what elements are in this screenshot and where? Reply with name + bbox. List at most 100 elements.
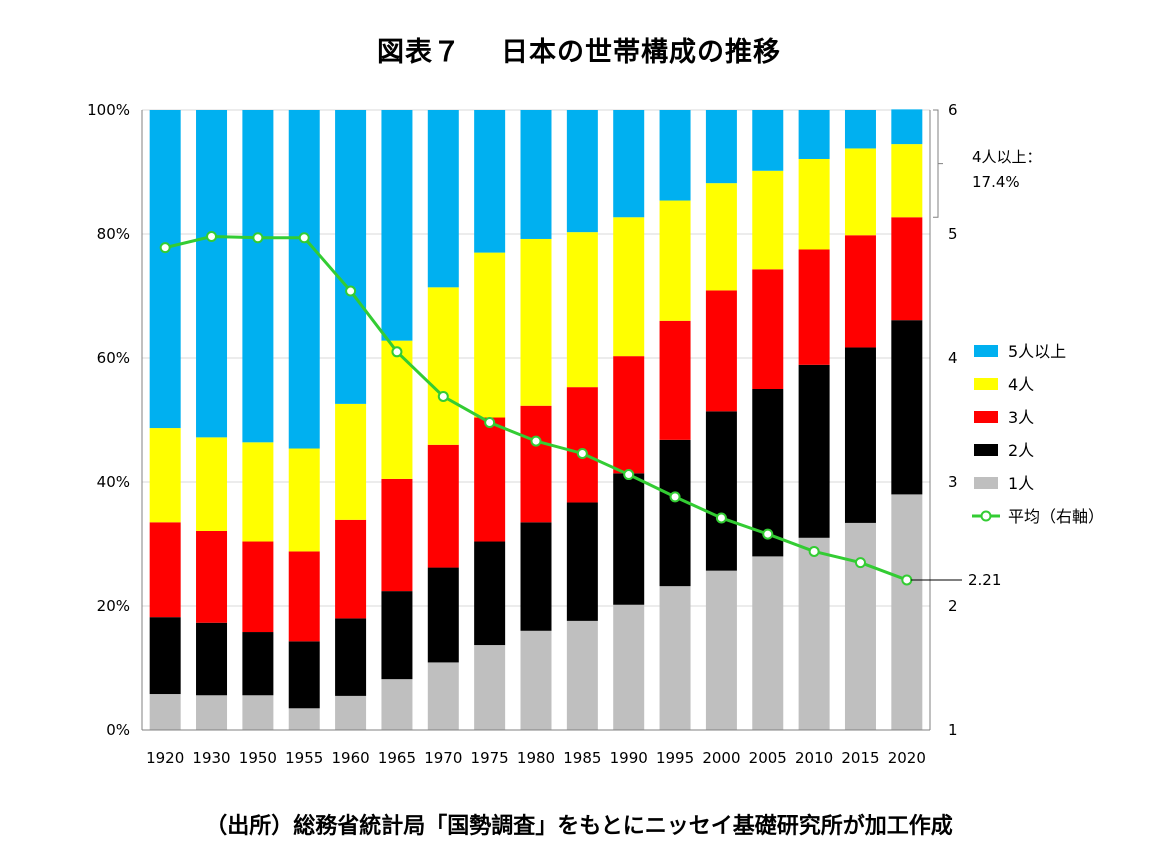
bar-segment — [242, 695, 274, 730]
bar-segment — [752, 389, 784, 557]
axes: 0% 20% 40% 60% 80% 100% 1 2 3 4 5 6 1920 1930 1950 1955… — [87, 101, 957, 767]
bar-segment — [520, 522, 552, 631]
average-line-point — [623, 469, 635, 481]
bar-segment — [288, 641, 320, 709]
bracket-label-line1: 4人以上： — [972, 148, 1042, 166]
x-tick-label: 1955 — [285, 749, 323, 767]
bar-segment — [798, 364, 830, 538]
bar-segment — [566, 387, 598, 503]
legend-label: 平均（右軸） — [1008, 507, 1104, 526]
average-line-point — [762, 528, 774, 540]
bar-segment — [427, 110, 459, 288]
bar-segment — [196, 110, 228, 438]
bar-segment — [335, 403, 367, 520]
share-bracket — [933, 109, 943, 218]
bar-segment — [520, 630, 552, 730]
legend-label: 4人 — [1008, 375, 1034, 394]
average-line-point — [808, 545, 820, 557]
annotations: 2.21 4人以上： 17.4% — [910, 109, 1042, 589]
bar-segment — [474, 417, 506, 542]
legend-label: 5人以上 — [1008, 342, 1066, 361]
legend-swatch — [974, 444, 998, 456]
y-right-tick-label: 1 — [948, 721, 958, 739]
x-tick-label: 1980 — [517, 749, 555, 767]
average-line-point — [437, 390, 449, 402]
x-tick-label: 1985 — [563, 749, 601, 767]
bar-segment — [752, 110, 784, 171]
bar-segment — [381, 679, 413, 730]
bar-segment — [196, 530, 228, 623]
x-tick-label: 1995 — [656, 749, 694, 767]
x-tick-label: 1965 — [378, 749, 416, 767]
legend-swatch — [974, 345, 998, 357]
bar-segment — [474, 110, 506, 253]
bar-segment — [520, 405, 552, 523]
x-tick-label: 2020 — [888, 749, 926, 767]
source-note: （出所）総務省統計局「国勢調査」をもとにニッセイ基礎研究所が加工作成 — [205, 814, 953, 839]
legend-label: 1人 — [1008, 474, 1034, 493]
average-line-point — [391, 346, 403, 358]
bar-segment — [149, 110, 181, 429]
bar-segment — [891, 217, 923, 321]
bar-segment — [149, 694, 181, 730]
bar-segment — [196, 437, 228, 531]
bar-segment — [705, 183, 737, 291]
bar-segment — [705, 110, 737, 184]
legend-swatch — [974, 378, 998, 390]
y-left-tick-label: 80% — [97, 225, 130, 243]
bar-segment — [659, 110, 691, 201]
bar-segment — [613, 217, 645, 357]
bar-segment — [427, 287, 459, 445]
bar-segment — [891, 320, 923, 495]
x-tick-label: 1930 — [192, 749, 230, 767]
bar-segment — [844, 110, 876, 149]
bar-segment — [613, 356, 645, 474]
y-left-tick-label: 60% — [97, 349, 130, 367]
y-left-tick-label: 0% — [106, 721, 130, 739]
bar-segment — [335, 110, 367, 404]
x-tick-label: 2000 — [702, 749, 740, 767]
average-line-point — [252, 232, 264, 244]
average-line-point — [576, 447, 588, 459]
bar-segment — [149, 522, 181, 618]
chart-title-text: 日本の世帯構成の推移 — [501, 37, 781, 68]
bar-segment — [752, 269, 784, 389]
bar-segment — [288, 708, 320, 730]
bar-segment — [242, 442, 274, 542]
bar-segment — [752, 556, 784, 730]
average-line-group — [159, 230, 913, 586]
bars-group — [149, 109, 923, 730]
bar-segment — [242, 110, 274, 443]
bar-segment — [844, 347, 876, 523]
bar-segment — [705, 290, 737, 412]
bar-segment — [242, 541, 274, 633]
average-line-point — [530, 435, 542, 447]
x-tick-label: 2005 — [749, 749, 787, 767]
bar-segment — [752, 170, 784, 270]
bar-segment — [844, 522, 876, 730]
x-tick-label: 1960 — [331, 749, 369, 767]
bar-segment — [659, 320, 691, 440]
legend-swatch — [974, 477, 998, 489]
bar-segment — [474, 645, 506, 730]
chart-area: 0% 20% 40% 60% 80% 100% 1 2 3 4 5 6 1920 1930 1950 1955… — [87, 101, 1104, 767]
chart-title: 図表７ 日本の世帯構成の推移 — [0, 30, 1158, 69]
y-right-tick-label: 2 — [948, 597, 958, 615]
bar-segment — [798, 537, 830, 730]
x-tick-label: 1950 — [239, 749, 277, 767]
legend-label: 3人 — [1008, 408, 1034, 427]
bar-segment — [659, 439, 691, 587]
bar-segment — [798, 249, 830, 365]
bar-segment — [381, 478, 413, 592]
average-line-point — [715, 512, 727, 524]
bar-segment — [613, 110, 645, 218]
bar-segment — [520, 110, 552, 239]
bar-segment — [566, 110, 598, 233]
bar-segment — [659, 200, 691, 321]
bar-segment — [613, 604, 645, 730]
average-line-point — [484, 416, 496, 428]
average-line-point — [854, 557, 866, 569]
bar-segment — [844, 148, 876, 236]
x-tick-label: 1990 — [610, 749, 648, 767]
